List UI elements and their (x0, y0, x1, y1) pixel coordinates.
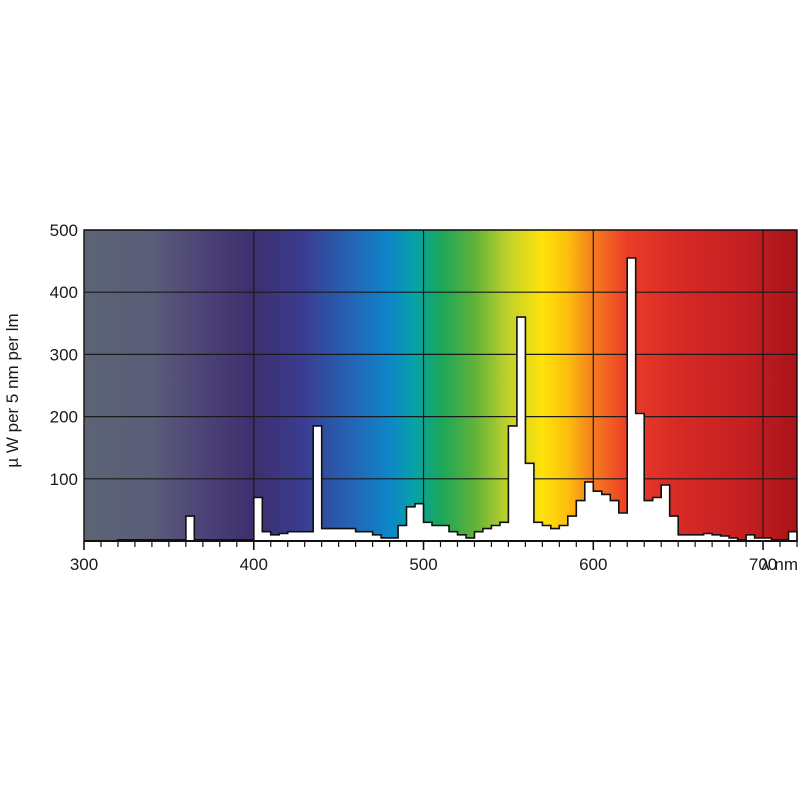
x-tick-label: 400 (240, 555, 268, 574)
y-tick-label: 100 (50, 470, 78, 489)
x-tick-label: 300 (70, 555, 98, 574)
axis-ticks (83, 540, 798, 550)
y-tick-label: 400 (50, 283, 78, 302)
y-axis-label: µ W per 5 nm per lm (3, 313, 22, 467)
x-tick-label: 600 (579, 555, 607, 574)
tick-labels: 300 400 500 600 700 100 200 300 400 500 (50, 221, 778, 574)
plot-background (84, 230, 797, 541)
y-tick-label: 500 (50, 221, 78, 240)
x-axis-label: λ nm (761, 555, 798, 574)
emission-spectrum-series (117, 257, 798, 542)
x-tick-label: 700 (749, 555, 777, 574)
y-tick-label: 300 (50, 345, 78, 364)
x-tick-label: 500 (409, 555, 437, 574)
y-tick-label: 200 (50, 408, 78, 427)
